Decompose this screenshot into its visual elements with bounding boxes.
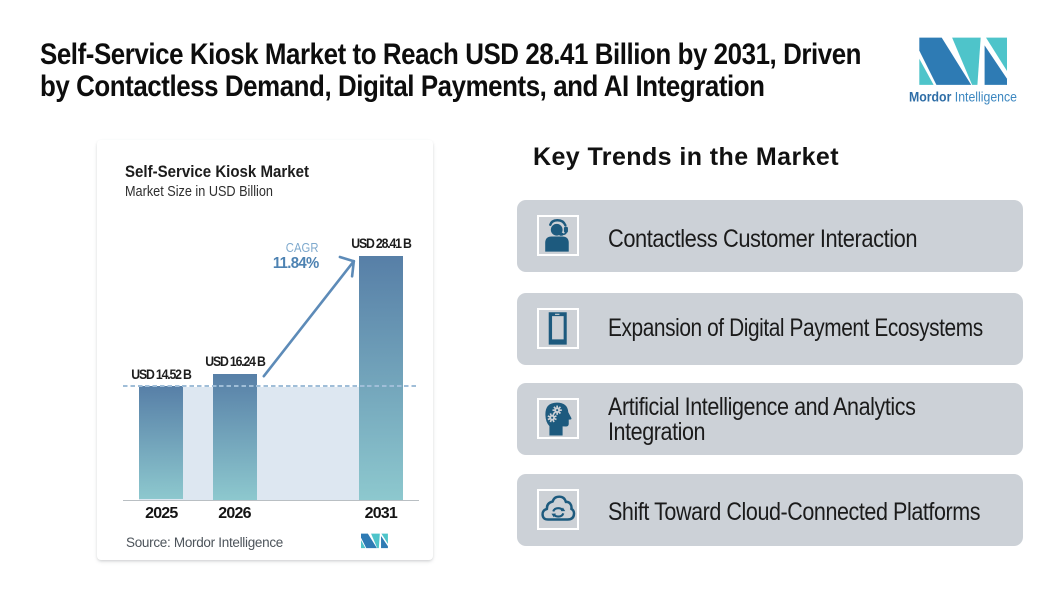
svg-text:Mordor Intelligence: Mordor Intelligence — [909, 89, 1017, 105]
